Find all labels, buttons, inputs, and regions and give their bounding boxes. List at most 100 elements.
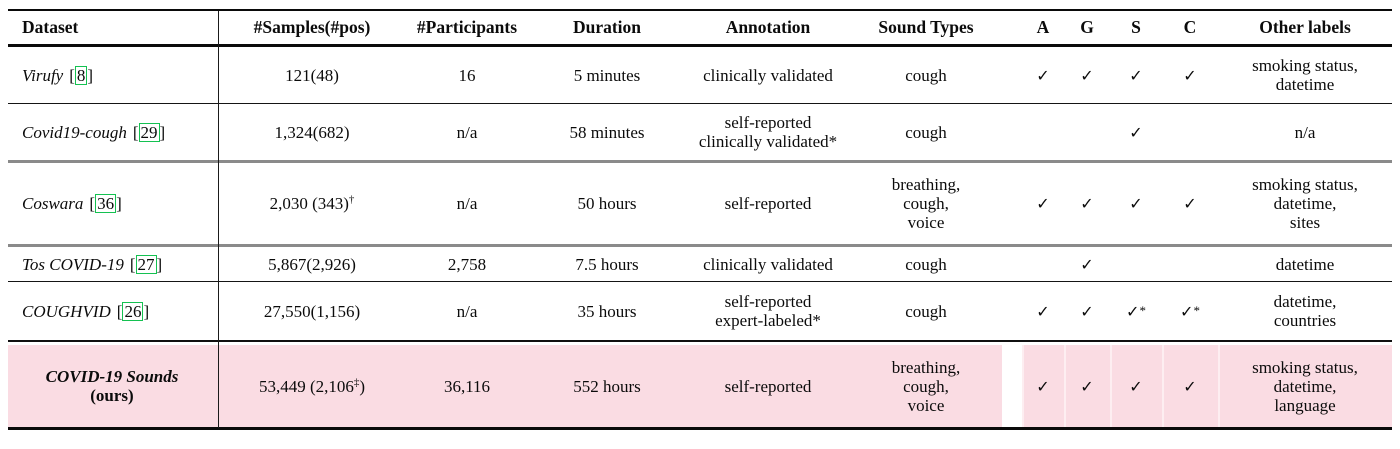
- cell-sound-types: cough: [905, 301, 947, 321]
- cell-check-covid-status: [1162, 247, 1218, 281]
- cell-duration: 552 hours: [528, 345, 686, 427]
- cell-check-age: ✓: [1022, 163, 1064, 244]
- col-header-sound-types: Sound Types: [878, 17, 974, 37]
- cell-sound-types: cough: [905, 122, 947, 142]
- col-header-other-labels: Other labels: [1259, 17, 1351, 37]
- cell-dataset: COVID-19 Sounds (ours): [8, 345, 218, 427]
- column-gap: [1002, 104, 1022, 160]
- citation-number: 36: [95, 194, 117, 213]
- checkmark-icon: ✓: [1129, 376, 1143, 396]
- cell-check-age: [1022, 247, 1064, 281]
- citation-number: 29: [138, 122, 160, 142]
- citation-link[interactable]: [29]: [132, 122, 166, 142]
- cell-dataset: Coswara [36]: [8, 163, 218, 244]
- table-row-virufy: Virufy[8] 121(48) 16 5 minutes clinically va…: [8, 47, 1392, 104]
- citation-link[interactable]: [36]: [89, 194, 122, 213]
- cell-other-labels: datetime, countries: [1273, 292, 1337, 330]
- cell-participants: 36,116: [406, 345, 528, 427]
- checkmark-icon: ✓: [1036, 376, 1050, 396]
- checkmark-icon: ✓: [1080, 301, 1094, 321]
- cell-participants: n/a: [456, 301, 478, 321]
- col-header-annotation: Annotation: [725, 17, 811, 37]
- cell-participants: n/a: [456, 122, 478, 142]
- cell-check-gender: [1064, 104, 1110, 160]
- citation-link[interactable]: [27]: [129, 254, 163, 274]
- citation-number: 8: [74, 65, 88, 85]
- dagger-mark: †: [348, 193, 355, 206]
- datasets-comparison-table: Dataset #Samples(#pos) #Participants Durati…: [8, 9, 1392, 430]
- checkmark-icon: ✓: [1183, 194, 1197, 213]
- cell-check-gender: ✓: [1064, 345, 1110, 427]
- cell-samples: 1,324(682): [218, 104, 406, 160]
- checkmark-icon: ✓: [1183, 376, 1197, 396]
- table-row-coughvid: COUGHVID[26] 27,550(1,156) n/a 35 hours self…: [8, 282, 1392, 342]
- checkmark-icon: ✓: [1080, 254, 1094, 274]
- cell-sound-types: cough: [905, 254, 947, 274]
- cell-check-gender: ✓: [1064, 163, 1110, 244]
- cell-check-symptoms: ✓: [1110, 163, 1162, 244]
- cell-check-symptoms: ✓: [1110, 345, 1162, 427]
- checkmark-icon: ✓: [1080, 376, 1094, 396]
- table-row-tos-covid-19: Tos COVID-19[27] 5,867(2,926) 2,758 7.5 hou…: [8, 247, 1392, 282]
- dataset-name: Covid19-cough: [22, 122, 127, 142]
- cell-samples: 5,867(2,926): [218, 247, 406, 281]
- dagger-mark: ‡: [353, 375, 360, 388]
- cell-duration: 35 hours: [577, 301, 637, 321]
- cell-participants: 16: [458, 65, 476, 85]
- citation-link[interactable]: [8]: [69, 65, 94, 85]
- samples-value: 2,030 (343)†: [269, 193, 355, 213]
- table-row-covid-19-sounds: COVID-19 Sounds (ours) 53,449 (2,106‡) 36,1…: [8, 345, 1392, 430]
- cell-annotation: self-reported expert-labeled*: [715, 292, 821, 330]
- dataset-name-suffix: (ours): [90, 386, 134, 405]
- cell-other-labels: datetime: [1275, 254, 1335, 274]
- cell-participants: 2,758: [447, 254, 487, 274]
- cell-annotation: clinically validated: [703, 65, 833, 85]
- col-header-participants: #Participants: [416, 17, 518, 37]
- col-header-dataset: Dataset: [22, 17, 79, 37]
- cell-check-covid-status: ✓ *: [1180, 301, 1200, 321]
- column-gap: [1002, 247, 1022, 281]
- cell-annotation: self-reported: [686, 345, 850, 427]
- samples-value: 27,550(1,156): [263, 301, 361, 321]
- dataset-name: Coswara: [22, 194, 84, 213]
- dataset-name: COUGHVID: [22, 301, 111, 321]
- cell-annotation: self-reported: [724, 194, 812, 213]
- cell-duration: 50 hours: [577, 194, 637, 213]
- cell-sound-types: cough: [905, 65, 947, 85]
- cell-check-symptoms: [1110, 247, 1162, 281]
- checkmark-icon: ✓: [1080, 65, 1094, 85]
- checkmark-icon: ✓: [1036, 301, 1050, 321]
- cell-check-age: [1022, 104, 1064, 160]
- cell-other-labels: n/a: [1294, 122, 1316, 142]
- samples-value: 5,867(2,926): [268, 254, 356, 274]
- col-header-gender: G: [1080, 17, 1094, 37]
- cell-check-age: ✓: [1022, 282, 1064, 340]
- cell-sound-types: breathing, cough, voice: [891, 175, 961, 232]
- cell-duration: 58 minutes: [569, 122, 645, 142]
- table-row-coswara: Coswara [36] 2,030 (343)† n/a 50 hours self-r…: [8, 163, 1392, 247]
- col-header-age: A: [1036, 17, 1050, 37]
- cell-check-covid-status: ✓: [1162, 163, 1218, 244]
- cell-check-covid-status: ✓: [1162, 47, 1218, 103]
- dataset-name: Tos COVID-19: [22, 254, 124, 274]
- cell-other-labels: smoking status, datetime, sites: [1252, 175, 1358, 232]
- column-gap: [1002, 47, 1022, 103]
- cell-check-age: ✓: [1022, 345, 1064, 427]
- cell-other-labels: smoking status, datetime, language: [1218, 345, 1392, 427]
- column-gap: [1002, 282, 1022, 340]
- cell-check-gender: ✓: [1064, 282, 1110, 340]
- cell-dataset: COUGHVID[26]: [8, 282, 218, 340]
- checkmark-icon: ✓: [1129, 122, 1143, 142]
- cell-duration: 7.5 hours: [575, 254, 639, 274]
- checkmark-icon: ✓: [1183, 65, 1197, 85]
- citation-link[interactable]: [26]: [116, 301, 150, 321]
- dataset-name: COVID-19 Sounds: [45, 367, 179, 386]
- checkmark-icon: ✓: [1080, 194, 1094, 213]
- cell-check-symptoms: ✓ *: [1126, 301, 1146, 321]
- cell-annotation: clinically validated: [703, 254, 833, 274]
- citation-number: 27: [135, 254, 157, 274]
- samples-value: 1,324(682): [274, 122, 350, 142]
- header-spacer: [1002, 11, 1022, 44]
- cell-annotation: self-reported clinically validated*: [698, 113, 838, 151]
- cell-check-gender: ✓: [1064, 47, 1110, 103]
